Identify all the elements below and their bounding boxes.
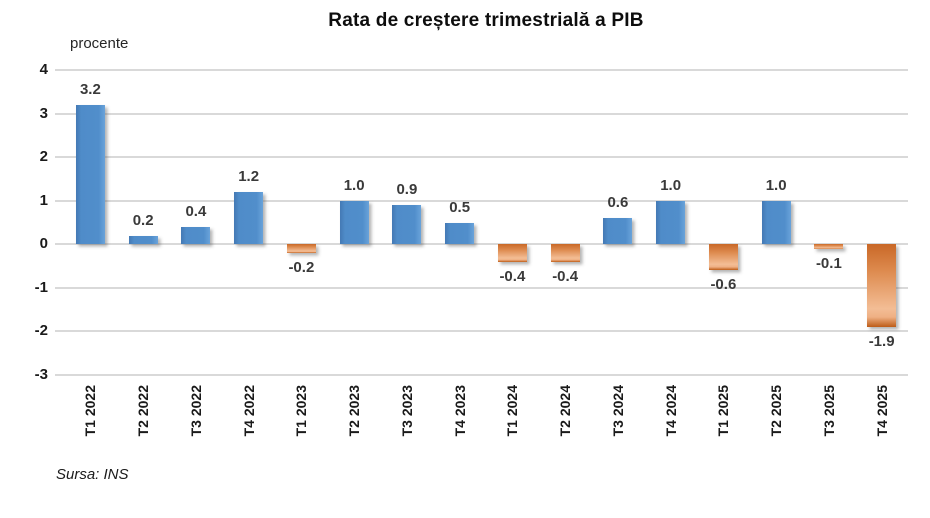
chart-title: Rata de creștere trimestrială a PIB bbox=[328, 10, 644, 31]
x-tick-label: T3 2022 bbox=[187, 385, 204, 437]
bar-value-label: 0.5 bbox=[449, 198, 471, 216]
gridline bbox=[55, 374, 908, 376]
bar-value-label: 1.0 bbox=[765, 176, 787, 194]
y-tick-label: 3 bbox=[39, 104, 48, 122]
y-tick-label: -1 bbox=[34, 278, 48, 296]
gridline bbox=[55, 156, 908, 159]
plot-area: 4 3 2 1 0 -1 -2 -3 3.2 T1 2022 0.2 T2 2022 0.4 T3 202… bbox=[35, 61, 908, 436]
x-tick-label: T4 2025 bbox=[873, 385, 890, 437]
bar-value-label: 0.6 bbox=[607, 194, 629, 212]
bar-t2-2024 bbox=[550, 244, 580, 262]
x-tick-label: T1 2022 bbox=[82, 385, 99, 437]
y-tick-label: 2 bbox=[39, 148, 48, 166]
bar-value-label: 1.0 bbox=[660, 176, 682, 194]
bar-t3-2025 bbox=[814, 244, 844, 249]
gridline bbox=[55, 330, 908, 333]
x-tick-label: T4 2024 bbox=[662, 385, 679, 437]
gridline bbox=[55, 243, 908, 246]
bar-value-label: -0.1 bbox=[815, 254, 842, 272]
bar-t1-2024 bbox=[497, 244, 527, 262]
bar-value-label: 0.9 bbox=[396, 181, 418, 199]
x-tick-label: T2 2024 bbox=[557, 385, 574, 437]
bar-t2-2025 bbox=[761, 200, 791, 245]
y-tick-label: 0 bbox=[39, 235, 48, 253]
bar-t4-2025 bbox=[867, 244, 897, 328]
bar-value-label: -0.6 bbox=[710, 276, 737, 294]
y-tick-label: -3 bbox=[34, 366, 48, 383]
x-tick-label: T1 2025 bbox=[715, 385, 732, 437]
bar-value-label: 3.2 bbox=[79, 80, 101, 98]
bar-value-label: 0.4 bbox=[185, 202, 207, 220]
bar-t2-2023 bbox=[339, 200, 369, 245]
gridline bbox=[55, 112, 908, 115]
bar-value-label: 1.2 bbox=[238, 168, 260, 185]
x-tick-label: T3 2025 bbox=[820, 385, 837, 437]
x-tick-label: T3 2024 bbox=[609, 385, 626, 437]
x-tick-label: T2 2023 bbox=[346, 385, 363, 437]
y-axis-unit-label: procente bbox=[70, 35, 129, 52]
x-tick-label: T4 2022 bbox=[240, 385, 257, 437]
bar-t3-2022 bbox=[181, 226, 211, 245]
x-tick-label: T1 2023 bbox=[293, 385, 310, 437]
bar-t1-2023 bbox=[286, 244, 316, 253]
bar-t4-2024 bbox=[656, 200, 686, 245]
bar-t4-2022 bbox=[234, 192, 264, 245]
y-tick-label: -2 bbox=[34, 322, 48, 340]
gridline bbox=[55, 286, 908, 289]
gridline bbox=[55, 199, 908, 202]
bar-t4-2023 bbox=[445, 222, 475, 245]
bar-t3-2023 bbox=[392, 205, 422, 245]
source-note: Sursa: INS bbox=[56, 466, 129, 483]
y-tick-label: 1 bbox=[39, 191, 48, 209]
gridline bbox=[55, 69, 908, 71]
bar-value-label: -0.2 bbox=[288, 259, 315, 276]
x-tick-label: T2 2022 bbox=[135, 385, 152, 437]
bar-value-label: -0.4 bbox=[499, 267, 526, 285]
bar-t1-2025 bbox=[708, 244, 738, 271]
bar-t1-2022 bbox=[75, 104, 105, 245]
bar-t2-2022 bbox=[128, 235, 158, 245]
x-tick-label: T2 2025 bbox=[768, 385, 785, 437]
bar-value-label: -1.9 bbox=[868, 333, 895, 351]
y-tick-label: 4 bbox=[39, 61, 48, 78]
bar-value-label: 0.2 bbox=[132, 211, 154, 229]
x-tick-label: T4 2023 bbox=[451, 385, 468, 437]
x-tick-label: T3 2023 bbox=[398, 385, 415, 437]
bar-value-label: -0.4 bbox=[552, 267, 579, 285]
bar-value-label: 1.0 bbox=[343, 176, 365, 194]
x-tick-label: T1 2024 bbox=[504, 385, 521, 437]
bar-t3-2024 bbox=[603, 218, 633, 245]
